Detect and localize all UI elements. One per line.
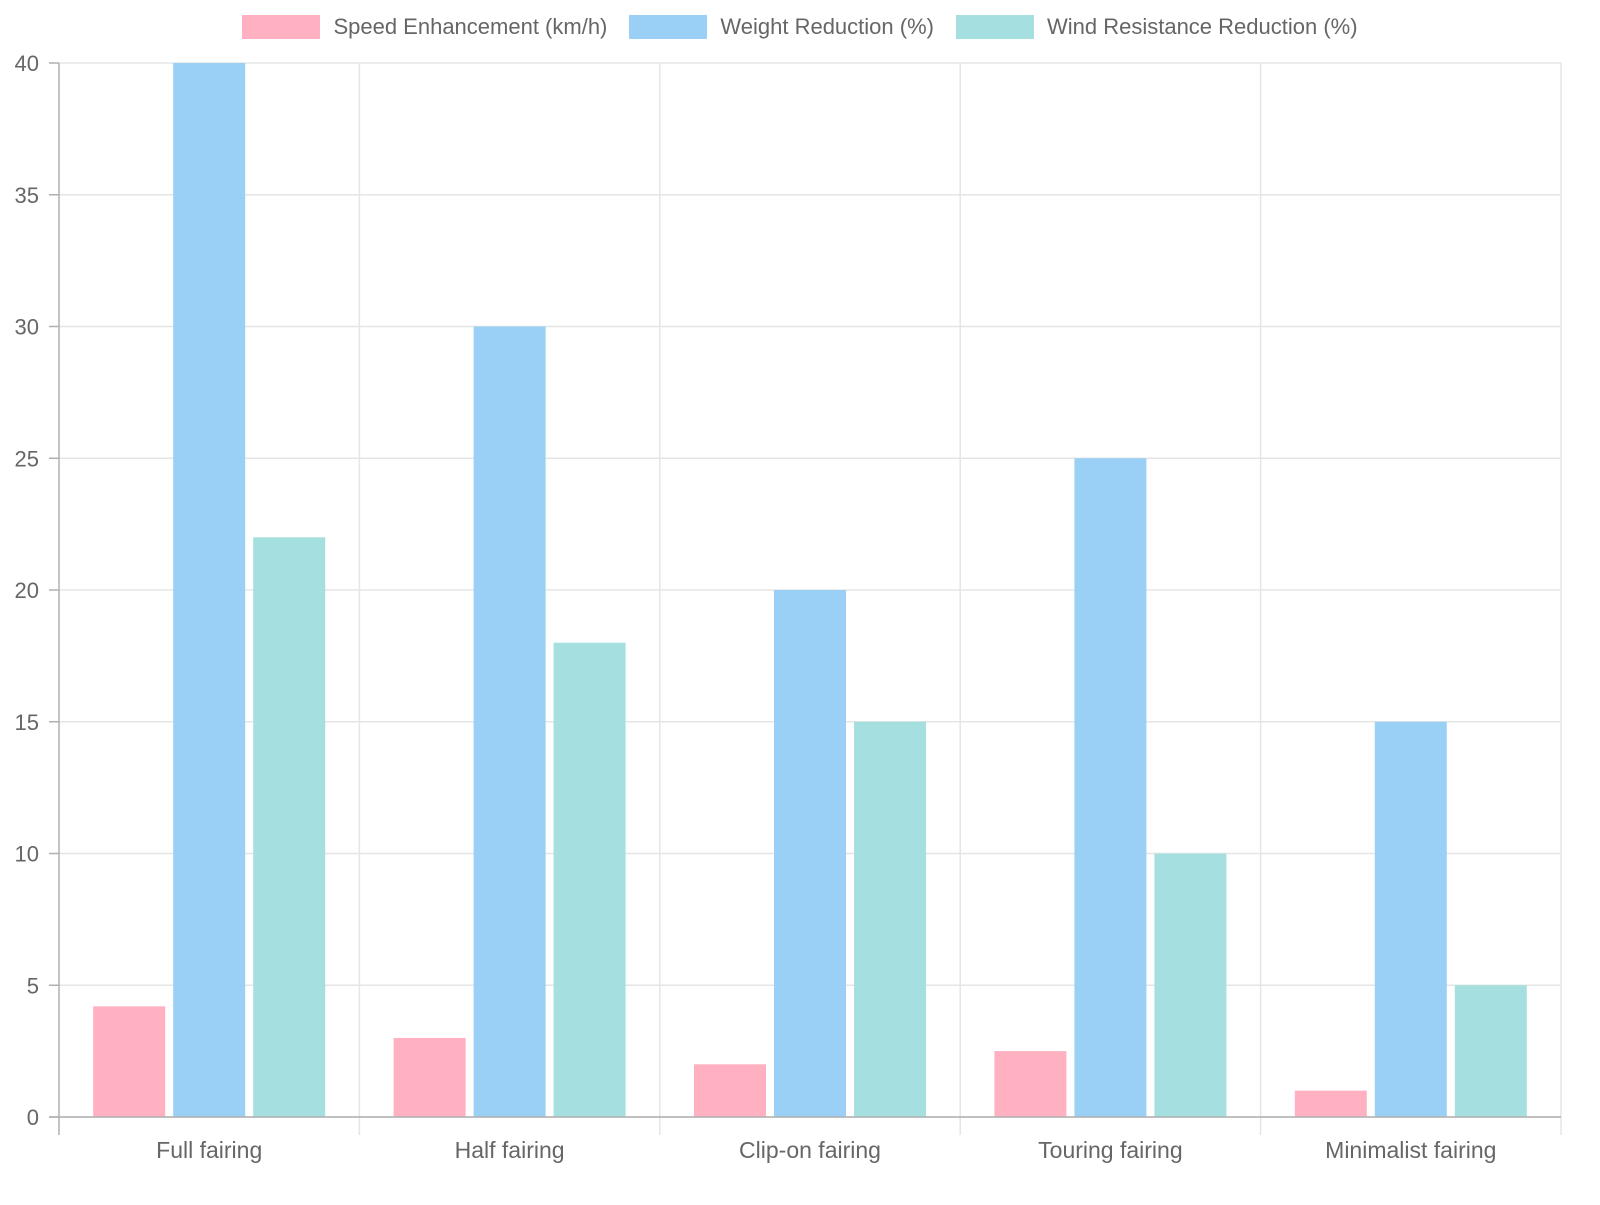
legend-label-weight-reduction: Weight Reduction (%)	[720, 14, 934, 39]
bar-wind-resistance-reduction[interactable]	[553, 642, 626, 1117]
y-tick-label: 5	[27, 973, 39, 998]
bar-wind-resistance-reduction[interactable]	[854, 721, 926, 1117]
x-tick-label: Clip-on fairing	[739, 1137, 881, 1163]
bar-speed-enhancement-km-h[interactable]	[1294, 1090, 1367, 1117]
legend-label-speed-enhancement: Speed Enhancement (km/h)	[333, 14, 608, 39]
bar-speed-enhancement-km-h[interactable]	[694, 1064, 766, 1117]
legend-label-wind-resistance-reduction: Wind Resistance Reduction (%)	[1046, 14, 1358, 39]
x-tick-label: Touring fairing	[1038, 1137, 1182, 1163]
bar-wind-resistance-reduction[interactable]	[1454, 985, 1527, 1117]
y-tick-label: 30	[15, 315, 39, 340]
legend-swatch-wind-resistance-reduction	[955, 15, 1034, 39]
y-tick-label: 15	[15, 710, 39, 735]
bar-weight-reduction[interactable]	[1374, 721, 1447, 1117]
bar-speed-enhancement-km-h[interactable]	[393, 1037, 466, 1117]
legend-swatch-speed-enhancement	[242, 15, 321, 39]
bar-speed-enhancement-km-h[interactable]	[994, 1051, 1067, 1117]
y-tick-label: 10	[15, 842, 39, 867]
legend-item-wind-resistance-reduction[interactable]: Wind Resistance Reduction (%)	[955, 14, 1358, 40]
x-tick-label: Half fairing	[455, 1137, 565, 1163]
bar-weight-reduction[interactable]	[173, 63, 246, 1117]
y-tick-label: 0	[27, 1105, 39, 1130]
bar-wind-resistance-reduction[interactable]	[253, 537, 326, 1117]
legend-item-weight-reduction[interactable]: Weight Reduction (%)	[629, 14, 934, 40]
bar-wind-resistance-reduction[interactable]	[1154, 853, 1227, 1118]
y-tick-label: 25	[15, 446, 39, 471]
bar-weight-reduction[interactable]	[473, 326, 546, 1118]
legend: Speed Enhancement (km/h) Weight Reductio…	[0, 14, 1600, 40]
legend-swatch-weight-reduction	[629, 15, 708, 39]
x-tick-label: Full fairing	[156, 1137, 262, 1163]
y-tick-label: 35	[15, 183, 39, 208]
bar-speed-enhancement-km-h[interactable]	[93, 1006, 166, 1117]
y-tick-label: 40	[15, 51, 39, 76]
legend-item-speed-enhancement[interactable]: Speed Enhancement (km/h)	[242, 14, 607, 40]
bar-weight-reduction[interactable]	[774, 590, 846, 1117]
x-tick-label: Minimalist fairing	[1325, 1137, 1496, 1163]
y-tick-label: 20	[15, 578, 39, 603]
bar-weight-reduction[interactable]	[1074, 458, 1147, 1117]
